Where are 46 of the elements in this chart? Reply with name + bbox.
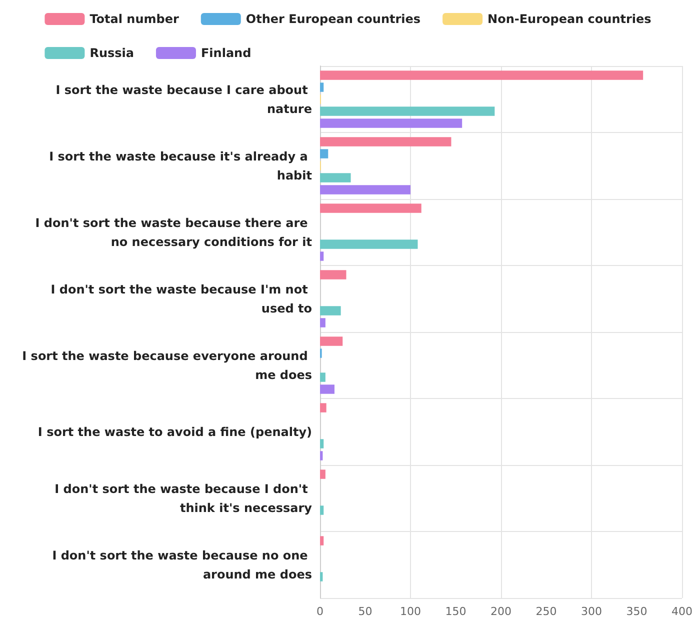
bar [320, 336, 343, 346]
x-tick-label: 100 [400, 605, 421, 618]
y-tick-label: I don't sort the waste because there are no necessary conditions for it [35, 216, 312, 249]
legend-label: Total number [90, 12, 179, 26]
x-tick-label: 350 [626, 605, 648, 618]
bar [320, 173, 351, 182]
bar [320, 536, 324, 546]
x-tick-label: 300 [581, 605, 602, 618]
legend-label: Non-European countries [488, 12, 652, 26]
y-tick-label: I don't sort the waste because I don't think it's necessary [54, 482, 312, 515]
bar [320, 506, 324, 515]
bar [320, 106, 495, 116]
bar [320, 270, 346, 280]
y-tick-label: I don't sort the waste because I'm not used to [50, 282, 312, 316]
bar [320, 82, 324, 92]
bar [320, 306, 341, 316]
y-tick-label: I sort the waste because I care about nature [56, 82, 312, 116]
bar [320, 439, 324, 448]
x-tick-label: 150 [445, 605, 466, 618]
y-tick-label: I don't sort the waste because no one around me does [52, 548, 312, 582]
bar [320, 252, 324, 261]
bar [320, 185, 410, 194]
x-tick-label: 50 [358, 605, 372, 618]
legend-label: Other European countries [246, 12, 421, 26]
bar [320, 149, 328, 158]
bar [320, 204, 422, 213]
bar [320, 70, 644, 80]
bar [320, 240, 418, 249]
bar [320, 572, 323, 582]
bar [320, 118, 462, 128]
legend-label: Finland [200, 46, 252, 60]
x-tick-label: 0 [316, 605, 324, 618]
x-tick-label: 250 [536, 605, 557, 618]
bar [320, 137, 452, 146]
bar [320, 384, 334, 394]
y-tick-label: I sort the waste to avoid a fine (penalty) [38, 424, 312, 439]
bar [320, 372, 326, 382]
bar [320, 403, 326, 412]
legend-label: Russia [90, 46, 134, 60]
bar [320, 318, 326, 328]
bar [320, 451, 323, 460]
x-tick-label: 400 [672, 605, 692, 618]
x-tick-label: 200 [490, 605, 512, 618]
y-tick-label: I sort the waste because it's already a habit [49, 149, 312, 182]
y-tick-label: I sort the waste because everyone around me does [22, 348, 312, 382]
bar [320, 470, 326, 479]
